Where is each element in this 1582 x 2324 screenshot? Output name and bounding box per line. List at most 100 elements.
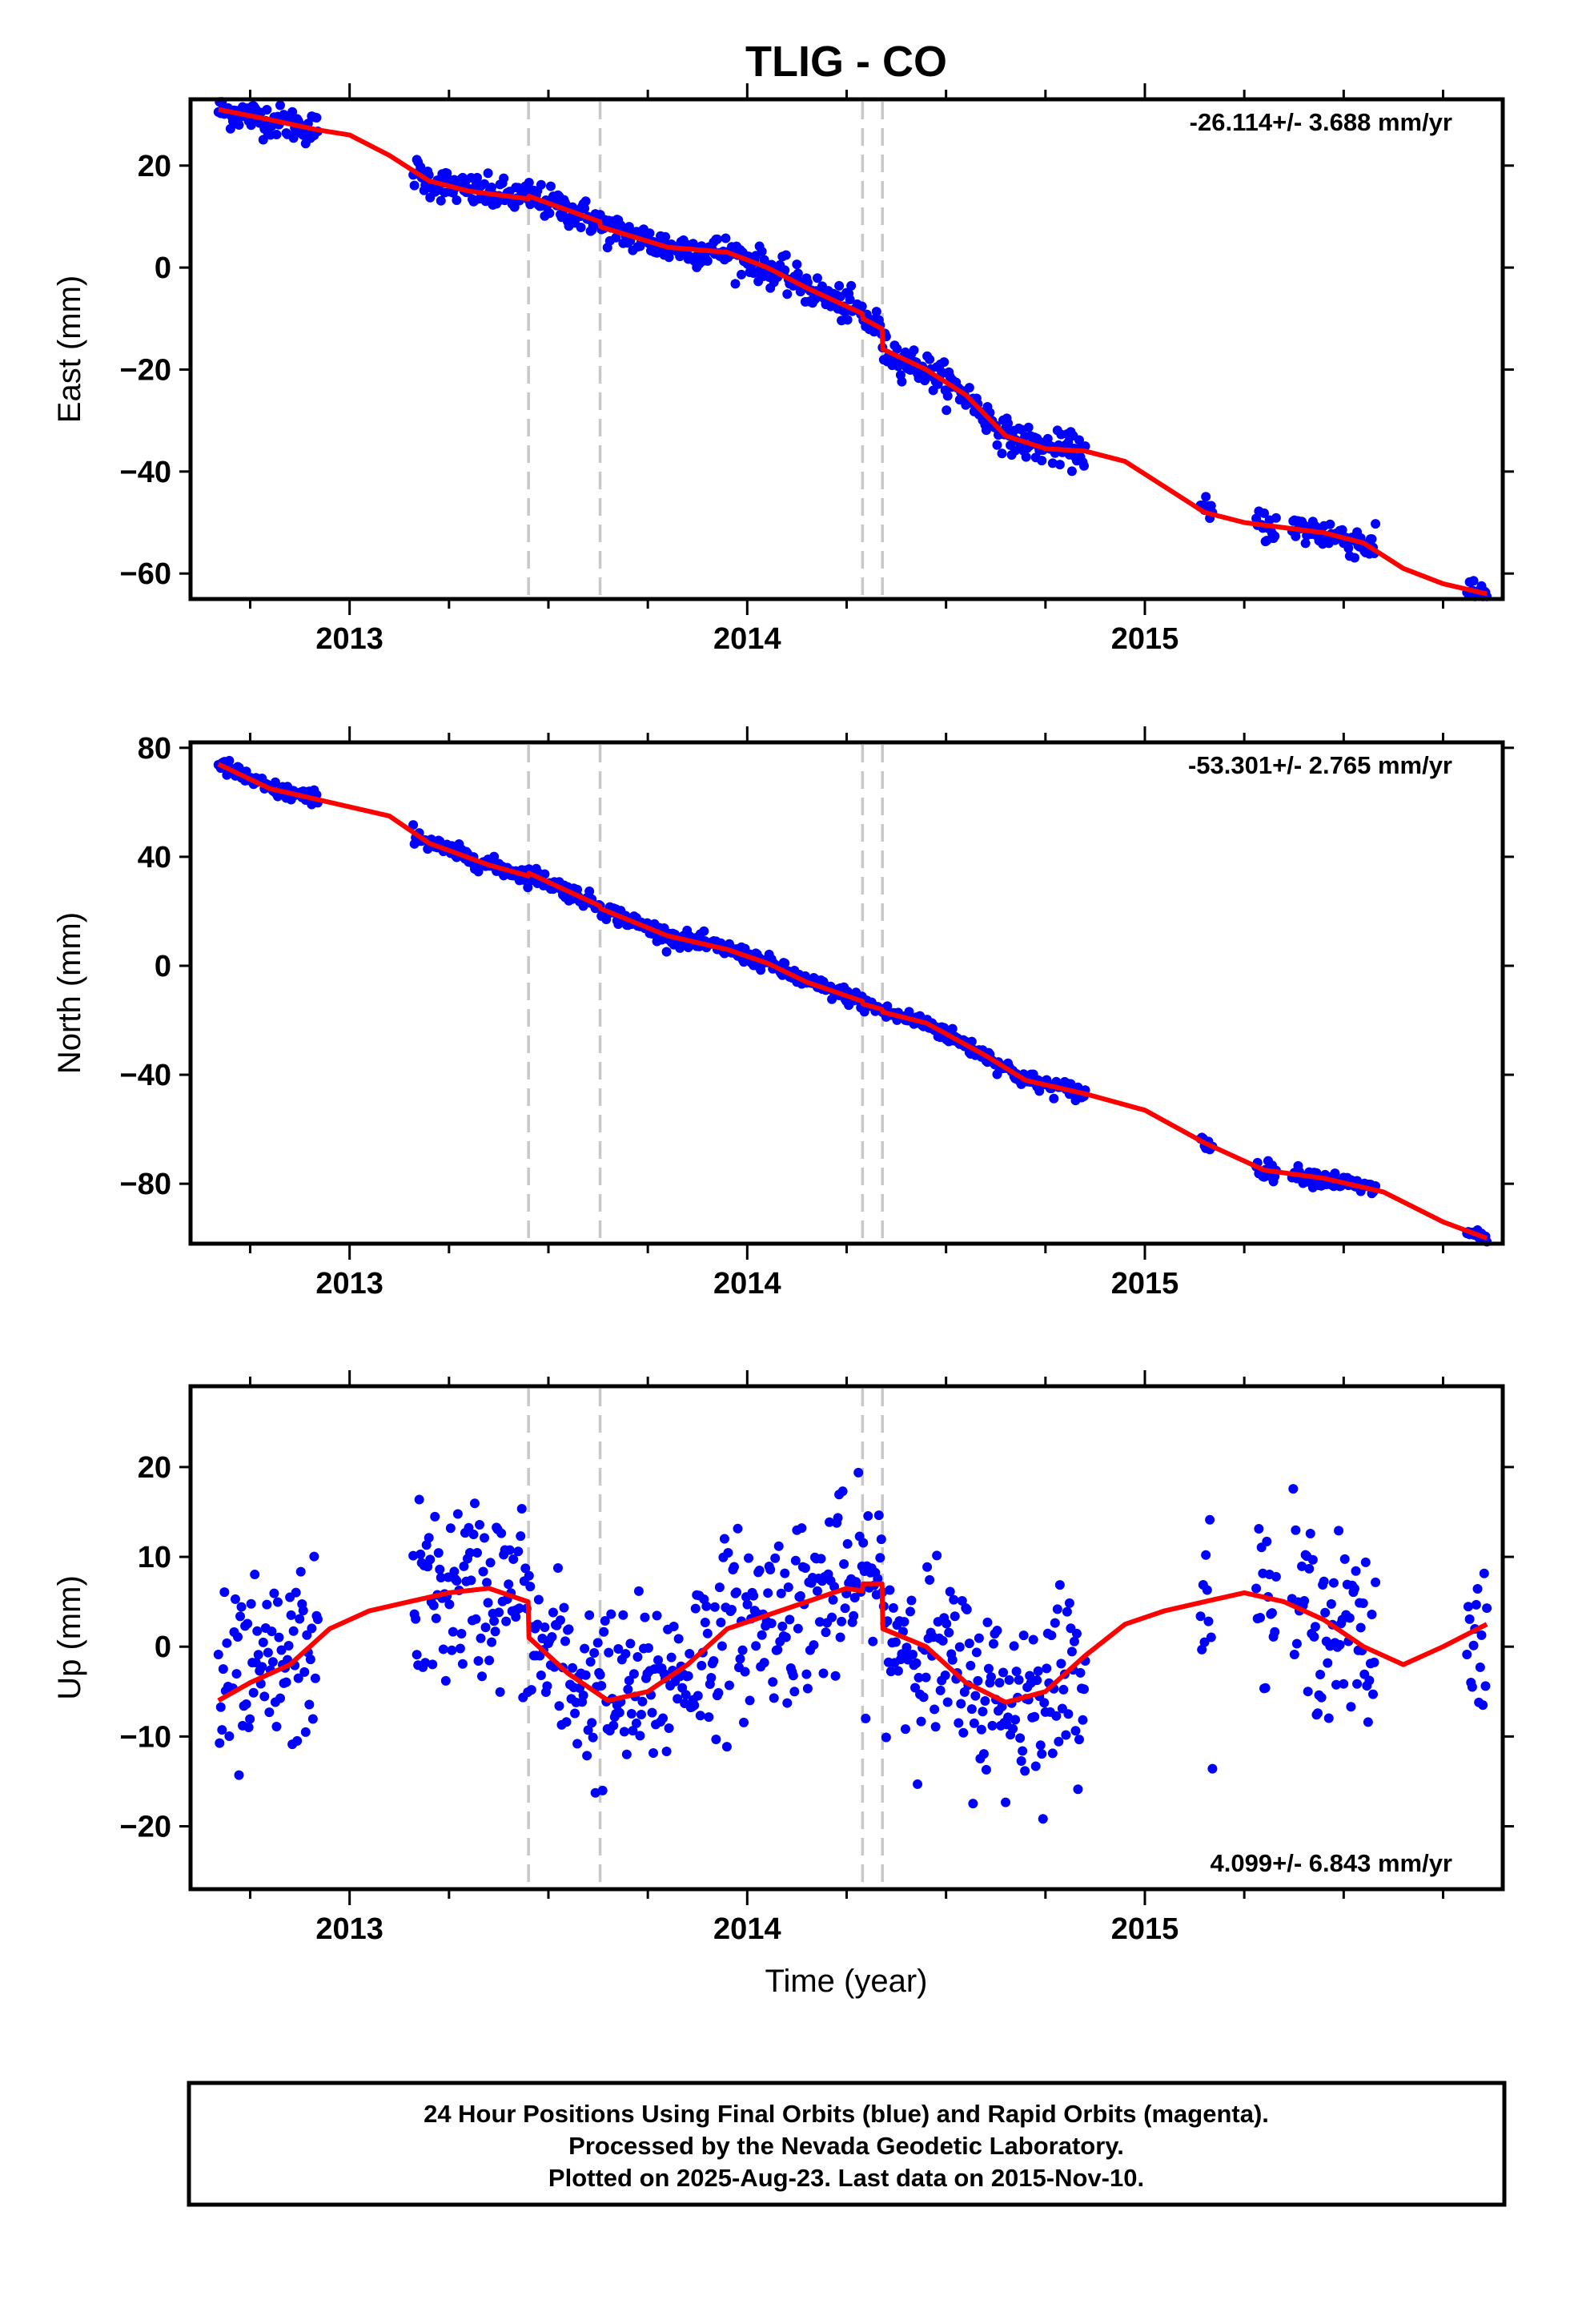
up-data-point: [653, 1655, 664, 1666]
up-data-point: [1001, 1797, 1011, 1807]
up-data-point: [1071, 1628, 1082, 1638]
up-data-point: [1075, 1667, 1086, 1678]
up-data-point: [885, 1585, 895, 1595]
up-data-point: [217, 1725, 227, 1735]
up-data-point: [259, 1691, 270, 1702]
up-data-point: [1364, 1675, 1375, 1686]
up-data-point: [606, 1609, 616, 1619]
up-data-point: [673, 1694, 683, 1704]
east-data-point: [840, 307, 850, 317]
up-data-point: [582, 1751, 592, 1761]
east-data-point: [580, 196, 591, 207]
up-data-point: [1010, 1715, 1021, 1725]
up-data-point: [1201, 1550, 1211, 1560]
up-data-point: [636, 1710, 646, 1720]
up-data-point: [253, 1650, 263, 1660]
up-data-point: [640, 1612, 650, 1622]
up-data-point: [893, 1666, 903, 1676]
up-data-point: [788, 1671, 798, 1681]
up-data-point: [863, 1511, 873, 1522]
up-data-point: [466, 1575, 476, 1586]
east-data-point: [702, 255, 713, 266]
east-data-point: [1259, 508, 1269, 518]
up-data-point: [580, 1643, 590, 1654]
up-data-point: [213, 1649, 223, 1659]
up-data-point: [868, 1636, 878, 1647]
east-data-point: [892, 344, 902, 354]
up-data-point: [812, 1586, 822, 1596]
up-data-point: [821, 1627, 831, 1638]
footer-line-3: Plotted on 2025-Aug-23. Last data on 201…: [548, 2164, 1144, 2192]
east-data-point: [757, 246, 767, 256]
up-data-point: [768, 1677, 778, 1687]
up-data-point: [625, 1638, 636, 1649]
up-data-point: [913, 1672, 924, 1683]
up-data-point: [570, 1708, 580, 1719]
up-data-point: [584, 1610, 595, 1620]
up-data-point: [942, 1618, 952, 1629]
up-data-point: [664, 1723, 674, 1733]
up-data-point: [547, 1631, 557, 1642]
north-axis-label: North (mm): [52, 912, 87, 1074]
up-data-point: [532, 1619, 543, 1630]
up-data-point: [1064, 1598, 1074, 1608]
up-data-point: [231, 1669, 242, 1679]
north-ytick-label: 0: [155, 950, 171, 983]
up-data-point: [780, 1568, 790, 1578]
up-data-point: [648, 1748, 659, 1759]
up-data-point: [215, 1702, 226, 1712]
east-data-point: [234, 120, 244, 131]
east-data-point: [721, 233, 731, 243]
up-data-point: [626, 1709, 636, 1719]
up-data-point: [802, 1683, 813, 1694]
east-data-point: [909, 345, 919, 356]
up-data-point: [1038, 1814, 1048, 1824]
up-data-point: [980, 1695, 990, 1706]
up-data-point: [1328, 1578, 1339, 1588]
east-data-point: [271, 130, 282, 140]
up-data-point: [222, 1638, 232, 1648]
up-data-point: [469, 1498, 480, 1509]
east-data-point: [1367, 534, 1377, 545]
east-data-point: [576, 223, 586, 233]
up-data-point: [749, 1590, 759, 1601]
up-data-point: [464, 1547, 475, 1558]
up-data-point: [785, 1614, 795, 1625]
up-data-point: [248, 1687, 259, 1698]
east-data-point: [1023, 422, 1034, 432]
up-data-point: [487, 1637, 497, 1647]
up-data-point: [468, 1529, 479, 1539]
up-data-point: [1307, 1554, 1318, 1565]
up-data-point: [1014, 1675, 1024, 1685]
up-data-point: [250, 1570, 260, 1580]
up-data-point: [232, 1631, 243, 1642]
north-xtick-label: 2013: [315, 1267, 383, 1301]
up-data-point: [484, 1655, 495, 1666]
up-data-point: [1051, 1711, 1062, 1721]
up-data-point: [793, 1623, 803, 1634]
up-data-point: [827, 1612, 837, 1622]
up-data-point: [935, 1685, 946, 1695]
up-data-point: [309, 1551, 319, 1562]
up-data-point: [1054, 1736, 1064, 1747]
up-data-point: [520, 1563, 531, 1574]
up-data-point: [592, 1638, 603, 1648]
east-data-point: [557, 209, 568, 219]
east-data-point: [664, 252, 674, 263]
up-data-point: [908, 1650, 918, 1660]
up-data-point: [797, 1523, 807, 1534]
up-data-point: [619, 1727, 629, 1737]
east-data-point: [1349, 553, 1359, 563]
up-data-point: [643, 1642, 653, 1653]
east-data-point: [782, 289, 793, 300]
up-data-point: [1018, 1746, 1028, 1756]
up-data-point: [1009, 1641, 1019, 1651]
up-data-point: [408, 1550, 419, 1561]
up-data-point: [982, 1617, 993, 1627]
up-data-point: [588, 1732, 598, 1743]
north-data-point: [408, 820, 419, 830]
up-data-point: [433, 1548, 444, 1558]
east-xtick-label: 2014: [713, 622, 781, 656]
up-data-point: [414, 1494, 424, 1505]
up-data-point: [949, 1594, 959, 1605]
